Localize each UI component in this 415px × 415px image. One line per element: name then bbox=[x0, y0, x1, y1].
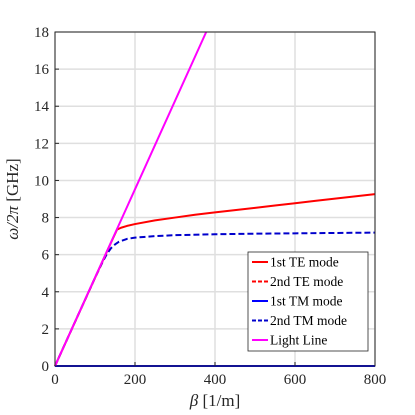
y-tick-label: 14 bbox=[34, 99, 50, 115]
legend-label: 2nd TE mode bbox=[270, 274, 343, 289]
y-tick-label: 8 bbox=[42, 211, 50, 227]
x-tick-label: 400 bbox=[204, 372, 227, 388]
y-tick-label: 6 bbox=[42, 248, 50, 264]
x-tick-label: 0 bbox=[51, 372, 59, 388]
x-tick-label: 800 bbox=[364, 372, 387, 388]
x-axis-label-symbol: β bbox=[189, 391, 199, 410]
x-axis-label: β [1/m] bbox=[189, 391, 241, 410]
legend: 1st TE mode 2nd TE mode 1st TM mode 2nd TM … bbox=[247, 251, 369, 352]
y-tick-label: 0 bbox=[42, 359, 50, 375]
ticks: 0 200 400 600 800 0 2 4 6 8 10 12 14 16 18 bbox=[34, 25, 386, 388]
legend-label: Light Line bbox=[270, 333, 327, 348]
legend-label: 1st TE mode bbox=[270, 255, 339, 270]
y-axis-label-unit: [GHz] bbox=[3, 158, 22, 206]
y-tick-label: 12 bbox=[34, 136, 49, 152]
y-tick-label: 2 bbox=[42, 322, 50, 338]
legend-label: 2nd TM mode bbox=[270, 313, 347, 328]
series-line-5 bbox=[54, 31, 208, 367]
y-axis-label: ω/2π [GHz] bbox=[3, 158, 22, 239]
x-tick-label: 200 bbox=[124, 372, 147, 388]
y-tick-label: 18 bbox=[34, 25, 49, 41]
y-tick-label: 16 bbox=[34, 62, 50, 78]
x-tick-label: 600 bbox=[284, 372, 307, 388]
y-tick-label: 10 bbox=[34, 173, 49, 189]
y-tick-label: 4 bbox=[42, 285, 50, 301]
legend-label: 1st TM mode bbox=[270, 294, 343, 309]
y-axis-label-symbol: ω/2π bbox=[3, 205, 22, 239]
x-axis-label-unit: [1/m] bbox=[198, 391, 240, 410]
